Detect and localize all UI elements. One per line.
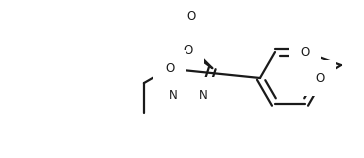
Text: N: N [169,89,177,102]
Text: N: N [199,89,207,102]
Text: O: O [315,72,325,85]
Text: O: O [165,62,174,75]
Text: O: O [186,10,196,23]
Text: O: O [300,46,310,58]
Text: O: O [183,44,193,57]
